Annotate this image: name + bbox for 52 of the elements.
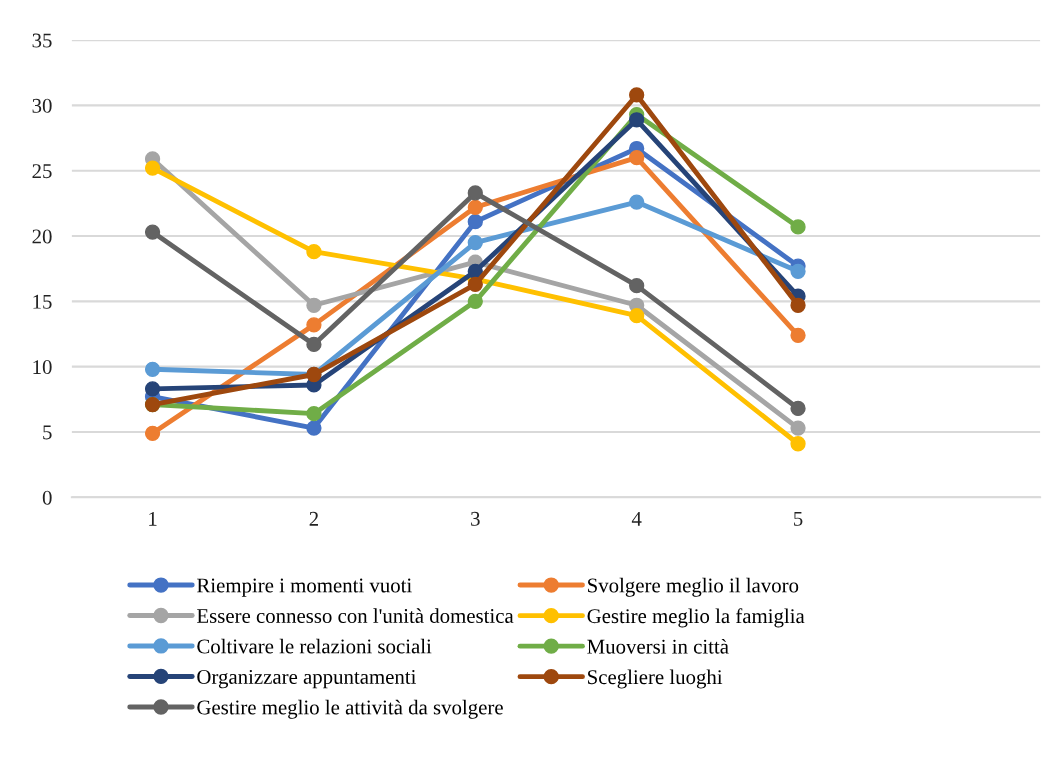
point (629, 112, 645, 128)
point (306, 336, 322, 353)
point (790, 263, 806, 279)
legend-label: Coltivare le relazioni sociali (197, 638, 432, 654)
x-tick-label: 1 (149, 511, 157, 526)
point (629, 87, 645, 103)
point (144, 381, 161, 397)
y-tick-label: 15 (33, 294, 52, 309)
y-tick-label: 5 (43, 425, 52, 440)
legend-label: Gestire meglio le attività da svolgere (197, 699, 503, 719)
legend-label: Organizzare appuntamenti (197, 669, 417, 689)
legend-label: Essere connesso con l'unità domestica (197, 608, 514, 623)
point (144, 361, 161, 377)
point (306, 297, 322, 313)
legend-label: Scegliere luoghi (588, 669, 723, 689)
point (467, 199, 483, 215)
x-tick-label: 5 (794, 512, 803, 526)
point (790, 436, 806, 452)
y-tick-label: 10 (33, 360, 52, 375)
point (790, 297, 806, 313)
legend-label: Muoversi in città (587, 638, 729, 654)
point (467, 293, 483, 309)
legend-label: Gestire meglio la famiglia (587, 608, 805, 628)
point (144, 160, 161, 176)
point (629, 278, 645, 294)
point (467, 234, 483, 251)
x-tick-label: 2 (309, 511, 318, 526)
point (306, 244, 322, 260)
legend-label: Riempire i momenti vuoti (197, 578, 412, 597)
point (467, 185, 483, 201)
point (629, 308, 645, 324)
point (467, 214, 483, 230)
x-tick-label: 3 (471, 511, 480, 526)
point (629, 194, 645, 210)
point (467, 276, 483, 293)
point (629, 150, 645, 166)
x-tick-label: 4 (631, 511, 642, 526)
point (790, 400, 806, 417)
point (306, 406, 322, 422)
y-tick-label: 25 (32, 164, 52, 179)
point (790, 219, 806, 235)
legend-label: Svolgere meglio il lavoro (588, 577, 799, 597)
y-tick-label: 35 (32, 33, 52, 48)
point (790, 327, 806, 343)
point (790, 420, 806, 436)
y-tick-label: 0 (42, 490, 52, 505)
point (306, 420, 322, 436)
point (144, 224, 161, 240)
y-tick-label: 30 (32, 98, 52, 113)
point (144, 425, 161, 441)
y-tick-label: 20 (32, 229, 52, 244)
point (306, 317, 322, 333)
